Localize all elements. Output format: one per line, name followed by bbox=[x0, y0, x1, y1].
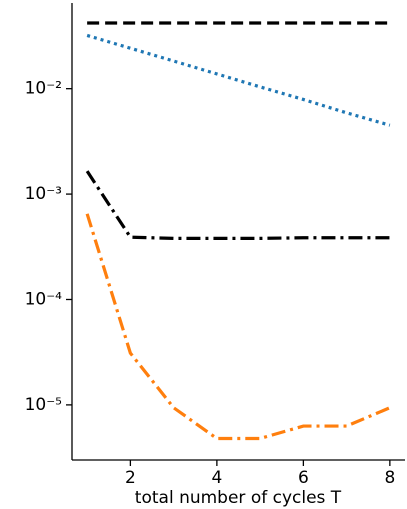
line-series bbox=[85, 170, 390, 240]
y-tick-label: 10⁻² bbox=[25, 79, 62, 99]
y-tick-label: 10⁻³ bbox=[25, 184, 62, 204]
x-tick-label: 2 bbox=[125, 468, 136, 488]
line-series bbox=[86, 33, 391, 127]
y-tick-label: 10⁻⁴ bbox=[25, 289, 63, 309]
x-tick-label: 8 bbox=[384, 468, 395, 488]
y-tick-label: 10⁻⁵ bbox=[25, 395, 62, 415]
line-series bbox=[85, 213, 391, 441]
x-axis-label: total number of cycles T bbox=[135, 488, 342, 508]
x-tick-label: 4 bbox=[211, 468, 222, 488]
x-tick-label: 6 bbox=[298, 468, 309, 488]
